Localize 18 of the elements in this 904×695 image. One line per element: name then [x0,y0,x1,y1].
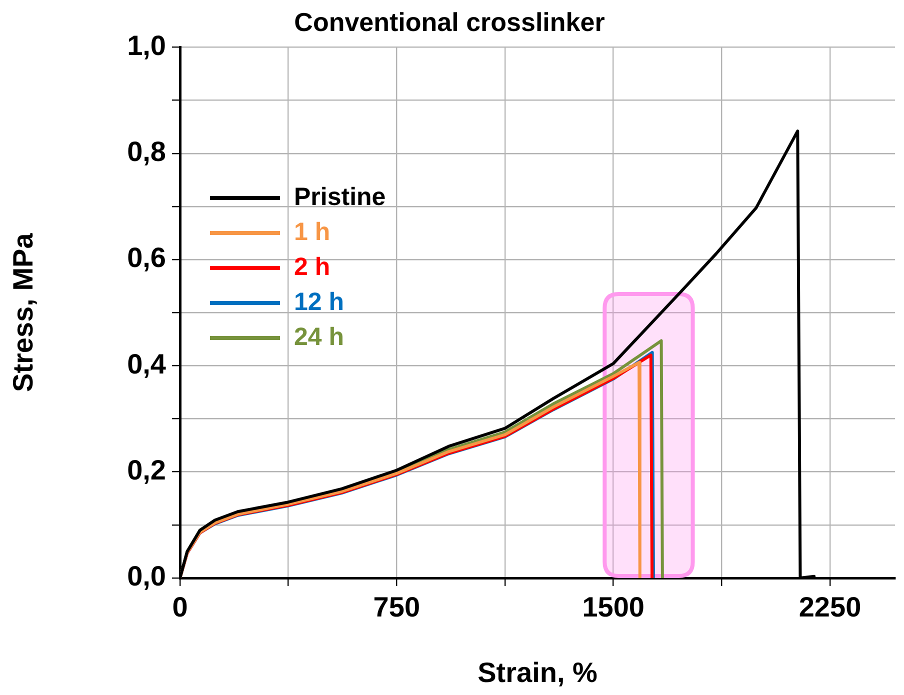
legend-label: 24 h [294,323,344,352]
legend-label: 12 h [294,288,344,317]
legend-label: 1 h [294,218,330,247]
y-tick-label: 0,8 [127,136,166,168]
legend-label: Pristine [294,183,386,212]
y-tick-label: 0,0 [127,560,166,592]
y-tick-label: 1,0 [127,30,166,61]
y-tick-label: 0,4 [127,348,166,380]
x-tick-label: 0 [172,592,188,623]
x-tick-label: 1500 [582,592,644,623]
y-tick-label: 0,6 [127,242,166,274]
x-tick-label: 750 [373,592,420,623]
chart-title: Conventional crosslinker [294,6,605,37]
x-axis-title: Strain, % [478,656,598,688]
y-tick-label: 0,2 [127,454,166,486]
x-tick-label: 2250 [798,592,862,623]
legend-label: 2 h [294,253,330,282]
y-axis-title: Stress, MPa [8,232,39,392]
